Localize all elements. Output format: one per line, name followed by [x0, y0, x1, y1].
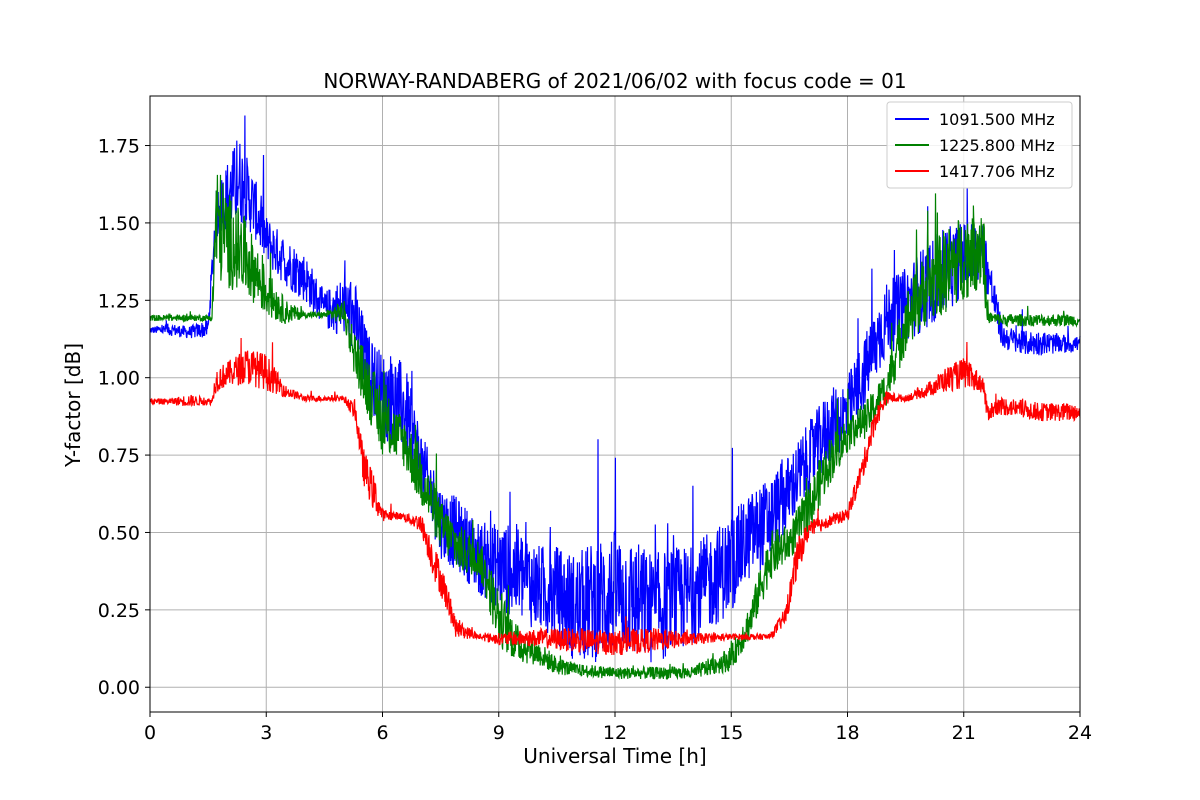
series-line-2: [149, 174, 1081, 681]
y-tick-label: 0.00: [98, 677, 140, 699]
legend-box: [886, 101, 1073, 189]
series-line-3: [149, 337, 1081, 656]
legend-label: 1091.500 MHz: [939, 110, 1055, 129]
y-axis-label: Y-factor [dB]: [61, 343, 85, 468]
x-tick-label: 12: [603, 722, 627, 744]
x-tick-label: 0: [144, 722, 156, 744]
y-tick-label: 1.50: [98, 213, 140, 235]
y-tick-label: 1.25: [98, 290, 140, 312]
legend-label: 1225.800 MHz: [939, 136, 1055, 155]
x-tick-label: 24: [1068, 722, 1092, 744]
x-tick-label: 9: [493, 722, 505, 744]
y-axis: 0.00 0.25 0.50 0.75 1.00 1.25 1.50 1.75: [98, 136, 150, 699]
x-axis-label: Universal Time [h]: [523, 744, 706, 768]
x-tick-label: 21: [952, 722, 976, 744]
y-tick-label: 1.00: [98, 368, 140, 390]
y-tick-label: 1.75: [98, 136, 140, 158]
legend: 1091.500 MHz 1225.800 MHz 1417.706 MHz: [886, 101, 1073, 189]
legend-label: 1417.706 MHz: [939, 162, 1055, 181]
x-tick-label: 6: [376, 722, 388, 744]
x-tick-label: 15: [719, 722, 743, 744]
y-tick-label: 0.75: [98, 445, 140, 467]
x-tick-label: 18: [835, 722, 859, 744]
chart-title: NORWAY-RANDABERG of 2021/06/02 with focu…: [323, 69, 906, 93]
y-tick-label: 0.25: [98, 600, 140, 622]
x-tick-label: 3: [260, 722, 272, 744]
series-layer: [149, 115, 1081, 681]
y-tick-label: 0.50: [98, 522, 140, 544]
x-axis: 0 3 6 9 12 15 18 21 24: [144, 712, 1092, 744]
